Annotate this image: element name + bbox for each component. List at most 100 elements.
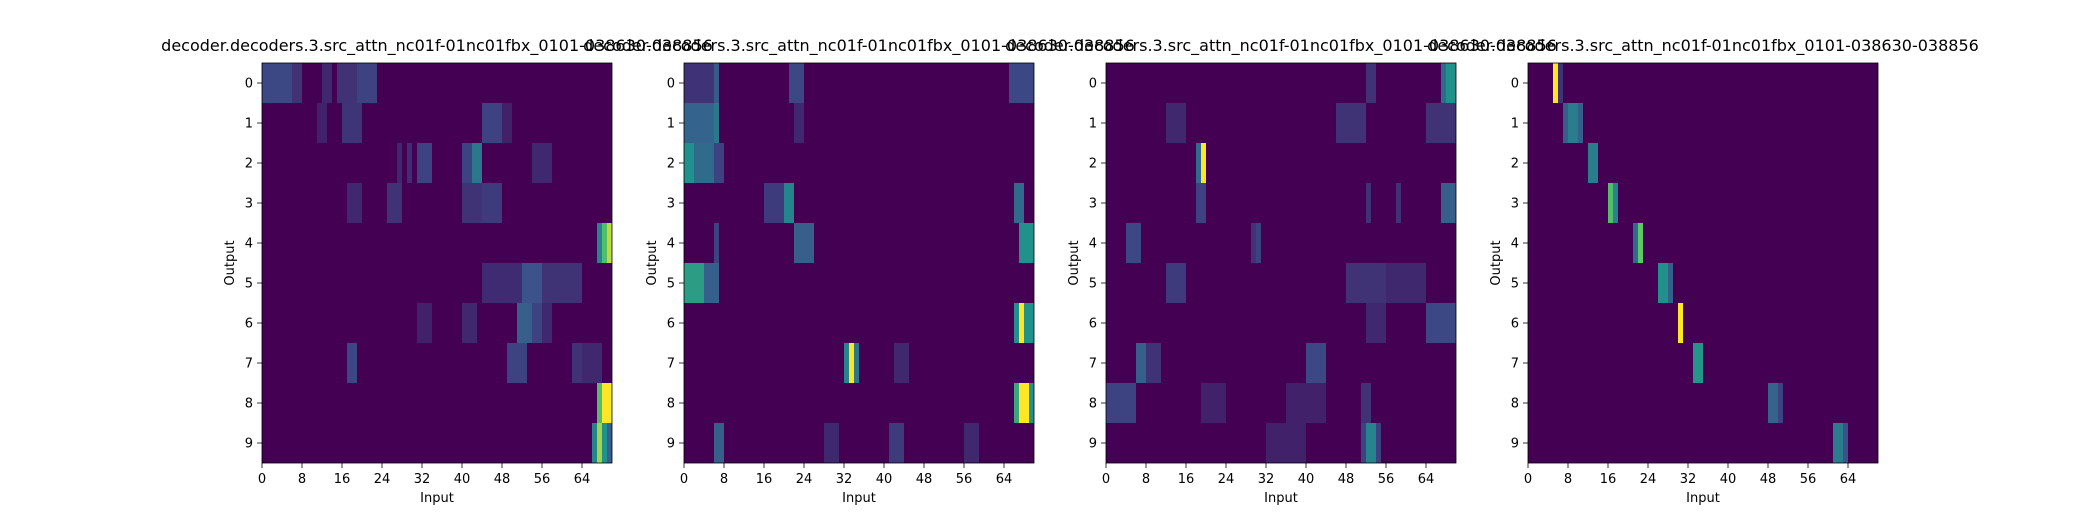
heatmap-cell bbox=[462, 143, 472, 183]
heatmap-cell bbox=[1136, 343, 1146, 383]
heatmap-cell bbox=[694, 143, 714, 183]
x-tick-label: 32 bbox=[1680, 472, 1697, 487]
x-tick-label: 40 bbox=[454, 472, 471, 487]
plot-frame bbox=[1527, 62, 1879, 464]
heatmap-cell bbox=[1778, 383, 1783, 423]
heatmap-cell bbox=[1201, 143, 1206, 183]
x-axis-label: Input bbox=[1686, 491, 1720, 506]
y-axis-label: Output bbox=[1489, 240, 1504, 285]
y-tick-label: 9 bbox=[667, 437, 675, 452]
heatmap-cell bbox=[1396, 183, 1401, 223]
heatmap-cell bbox=[407, 143, 412, 183]
heatmap-cell bbox=[597, 383, 602, 423]
heatmap-cell bbox=[472, 143, 482, 183]
x-tick-label: 8 bbox=[1564, 472, 1572, 487]
heatmap-cell bbox=[964, 423, 979, 463]
heatmap-cell bbox=[1441, 63, 1446, 103]
y-tick-label: 2 bbox=[1089, 157, 1097, 172]
x-tick-label: 56 bbox=[1378, 472, 1395, 487]
y-tick-label: 4 bbox=[1089, 237, 1097, 252]
heatmap-cell bbox=[784, 183, 794, 223]
heatmap-cell bbox=[714, 223, 719, 263]
heatmap-cell bbox=[1019, 383, 1029, 423]
heatmap-cell bbox=[1376, 423, 1381, 463]
heatmap-cell bbox=[1196, 143, 1201, 183]
heatmap-cell bbox=[1014, 183, 1024, 223]
heatmap-cell bbox=[417, 303, 432, 343]
heatmap-cell bbox=[714, 63, 719, 103]
heatmap-cell bbox=[1578, 103, 1583, 143]
y-tick-label: 5 bbox=[245, 277, 253, 292]
heatmap-cell bbox=[684, 263, 704, 303]
heatmap-cell bbox=[1563, 103, 1568, 143]
heatmap-cell bbox=[684, 103, 714, 143]
x-tick-label: 40 bbox=[1298, 472, 1315, 487]
heatmap-cell bbox=[1306, 343, 1326, 383]
panel-title: decoder.decoders.3.src_attn_nc01f-01nc01… bbox=[161, 36, 713, 56]
heatmap-cell bbox=[542, 303, 552, 343]
x-tick-label: 56 bbox=[534, 472, 551, 487]
heatmap-cell bbox=[582, 343, 602, 383]
heatmap-cell bbox=[1608, 183, 1613, 223]
x-tick-label: 0 bbox=[680, 472, 688, 487]
x-tick-label: 64 bbox=[574, 472, 591, 487]
heatmap-cell bbox=[462, 303, 477, 343]
y-tick-label: 2 bbox=[245, 157, 253, 172]
heatmap-cell bbox=[849, 343, 854, 383]
heatmap-cell bbox=[704, 263, 719, 303]
plot-frame bbox=[683, 62, 1035, 464]
y-tick-label: 3 bbox=[1089, 197, 1097, 212]
heatmap-cell bbox=[532, 303, 542, 343]
y-tick-label: 5 bbox=[1089, 277, 1097, 292]
heatmap-cell bbox=[292, 63, 302, 103]
x-tick-label: 56 bbox=[1800, 472, 1817, 487]
heatmap-cell bbox=[714, 423, 724, 463]
heatmap-cell bbox=[1613, 183, 1618, 223]
x-tick-label: 48 bbox=[1338, 472, 1355, 487]
heatmap-cell bbox=[824, 423, 839, 463]
y-tick-label: 7 bbox=[1511, 357, 1519, 372]
y-tick-label: 3 bbox=[245, 197, 253, 212]
heatmap-cell bbox=[1201, 383, 1226, 423]
heatmap-cell bbox=[607, 423, 612, 463]
heatmap-cell bbox=[1106, 383, 1136, 423]
heatmap-cell bbox=[1346, 263, 1386, 303]
heatmap-cell bbox=[1366, 303, 1386, 343]
y-tick-label: 6 bbox=[245, 317, 253, 332]
y-tick-label: 6 bbox=[1511, 317, 1519, 332]
x-tick-label: 0 bbox=[1524, 472, 1532, 487]
heatmap-cell bbox=[1833, 423, 1843, 463]
y-tick-label: 7 bbox=[1089, 357, 1097, 372]
heatmap-cell bbox=[1366, 423, 1376, 463]
y-tick-label: 8 bbox=[667, 397, 675, 412]
panel-title: decoder.decoders.3.src_attn_nc01f-01nc01… bbox=[1427, 36, 1979, 56]
heatmap-cell bbox=[1568, 103, 1578, 143]
x-tick-label: 8 bbox=[720, 472, 728, 487]
heatmap-cell bbox=[387, 183, 402, 223]
heatmap-cell bbox=[714, 143, 724, 183]
heatmap-panel-3: 0 8 16 24 32 40 48 56 640123456789InputOutputdec… bbox=[1005, 36, 1557, 506]
heatmap-cell bbox=[1196, 183, 1206, 223]
heatmap-cell bbox=[1286, 383, 1326, 423]
x-tick-label: 32 bbox=[836, 472, 853, 487]
x-tick-label: 64 bbox=[996, 472, 1013, 487]
heatmap-cell bbox=[1668, 263, 1673, 303]
heatmap-cell bbox=[482, 103, 502, 143]
y-axis-label: Output bbox=[645, 240, 660, 285]
x-tick-label: 0 bbox=[1102, 472, 1110, 487]
heatmap-cell bbox=[844, 343, 849, 383]
y-tick-label: 9 bbox=[1511, 437, 1519, 452]
x-tick-label: 64 bbox=[1418, 472, 1435, 487]
heatmap-cell bbox=[794, 103, 804, 143]
heatmap-cell bbox=[1658, 263, 1668, 303]
x-tick-label: 24 bbox=[1218, 472, 1235, 487]
heatmap-cell bbox=[714, 103, 719, 143]
heatmap-cell bbox=[684, 143, 694, 183]
heatmap-cell bbox=[517, 303, 532, 343]
heatmap-cell bbox=[607, 223, 612, 263]
heatmap-cell bbox=[357, 63, 377, 103]
heatmap-cell bbox=[1024, 303, 1034, 343]
heatmap-cell bbox=[1426, 103, 1456, 143]
heatmap-cell bbox=[347, 343, 357, 383]
